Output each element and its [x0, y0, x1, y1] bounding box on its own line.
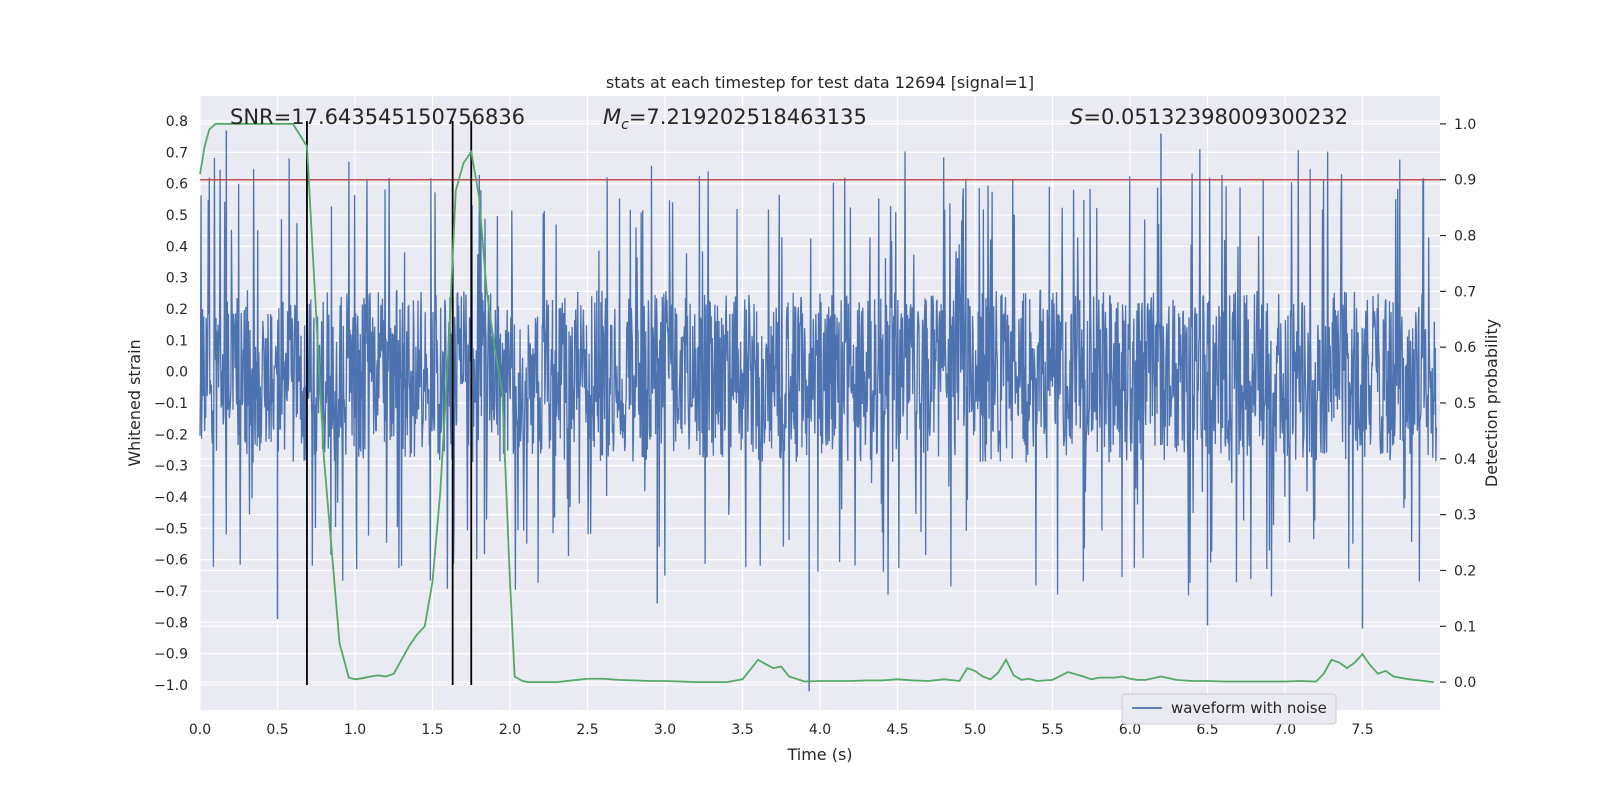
x-tick-label-7: 3.5	[731, 722, 753, 738]
x-tick-label-0: 0.0	[189, 722, 211, 738]
detection-probability-line	[199, 123, 1434, 683]
y-tick-label-11: 0.1	[166, 333, 188, 349]
x-tick-label-4: 2.0	[499, 722, 521, 738]
y-tick-label-13: 0.3	[166, 271, 188, 287]
y-tick-label-16: 0.6	[166, 177, 188, 193]
x-tick-label-11: 5.5	[1041, 722, 1063, 738]
legend-entry-waveform: waveform with noise	[1171, 699, 1327, 717]
legend: waveform with noise	[1121, 693, 1337, 725]
y2-tick-label-10: 1.0	[1454, 117, 1476, 133]
chirp-mass-subscript: c	[621, 117, 629, 133]
y-tick-label-6: −0.4	[154, 490, 188, 506]
x-tick-label-10: 5.0	[964, 722, 986, 738]
x-tick-label-8: 4.0	[809, 722, 831, 738]
x-tick-label-12: 6.0	[1119, 722, 1141, 738]
y2-tick-label-9: 0.9	[1454, 173, 1476, 189]
legend-box	[1121, 693, 1337, 725]
y-tick-label-15: 0.5	[166, 208, 188, 224]
y2-tick-label-3: 0.3	[1454, 508, 1476, 524]
x-axis-label: Time (s)	[786, 745, 852, 764]
x-tick-label-14: 7.0	[1274, 722, 1296, 738]
chirp-mass-value: =7.219202518463135	[629, 105, 867, 129]
y-tick-label-10: 0.0	[166, 365, 188, 381]
y-tick-label-4: −0.6	[154, 553, 188, 569]
chart-title: stats at each timestep for test data 126…	[606, 73, 1034, 92]
x-tick-label-5: 2.5	[576, 722, 598, 738]
y-tick-label-5: −0.5	[154, 521, 188, 537]
y2-tick-label-8: 0.8	[1454, 229, 1476, 245]
s-symbol: S	[1070, 105, 1083, 129]
y2-tick-label-0: 0.0	[1454, 675, 1476, 691]
y-axis-ticks: −1.0 −0.9 −0.8 −0.7 −0.6 −0.5 −0.4 −0.3 −0.2 −0.1…	[154, 114, 188, 694]
x-tick-label-6: 3.0	[654, 722, 676, 738]
y2-tick-label-5: 0.5	[1454, 396, 1476, 412]
y-tick-label-0: −1.0	[154, 678, 188, 694]
y-axis-label: Whitened strain	[125, 339, 144, 466]
s-annotation: S=0.05132398009300232	[1070, 105, 1348, 129]
y-tick-label-1: −0.9	[154, 647, 188, 663]
snr-annotation: SNR=17.643545150756836	[230, 105, 525, 129]
detection-probability-series	[199, 123, 1434, 683]
y2-tick-label-7: 0.7	[1454, 284, 1476, 300]
s-value: =0.05132398009300232	[1083, 105, 1348, 129]
y2-tick-label-6: 0.6	[1454, 340, 1476, 356]
y2-tick-label-4: 0.4	[1454, 452, 1476, 468]
y-tick-label-18: 0.8	[166, 114, 188, 130]
y-tick-label-14: 0.4	[166, 239, 188, 255]
event-vertical-lines	[306, 121, 473, 685]
y2-axis-ticks: 0.0 0.1 0.2 0.3 0.4 0.5 0.6 0.7 0.8 0.9 1.0	[1440, 117, 1476, 691]
waveform-with-noise-series	[199, 127, 1438, 692]
x-tick-label-3: 1.5	[421, 722, 443, 738]
y-tick-label-3: −0.7	[154, 584, 188, 600]
waveform-line	[199, 149, 1438, 597]
x-tick-label-15: 7.5	[1351, 722, 1373, 738]
y2-tick-label-1: 0.1	[1454, 619, 1476, 635]
y-tick-label-7: −0.3	[154, 459, 188, 475]
x-tick-label-1: 0.5	[266, 722, 288, 738]
chirp-mass-annotation: Mc=7.219202518463135	[603, 105, 867, 133]
x-axis-ticks: 0.0 0.5 1.0 1.5 2.0 2.5 3.0 3.5 4.0 4.5 5.0 5.5 6.0 6…	[189, 722, 1374, 738]
y-tick-label-12: 0.2	[166, 302, 188, 318]
y2-tick-label-2: 0.2	[1454, 563, 1476, 579]
y-tick-label-9: −0.1	[154, 396, 188, 412]
x-tick-label-13: 6.5	[1196, 722, 1218, 738]
y-tick-label-8: −0.2	[154, 427, 188, 443]
y-tick-label-17: 0.7	[166, 145, 188, 161]
x-tick-label-2: 1.0	[344, 722, 366, 738]
y-tick-label-2: −0.8	[154, 615, 188, 631]
chirp-mass-symbol: M	[603, 105, 621, 129]
x-tick-label-9: 4.5	[886, 722, 908, 738]
y2-axis-label: Detection probability	[1482, 319, 1501, 487]
